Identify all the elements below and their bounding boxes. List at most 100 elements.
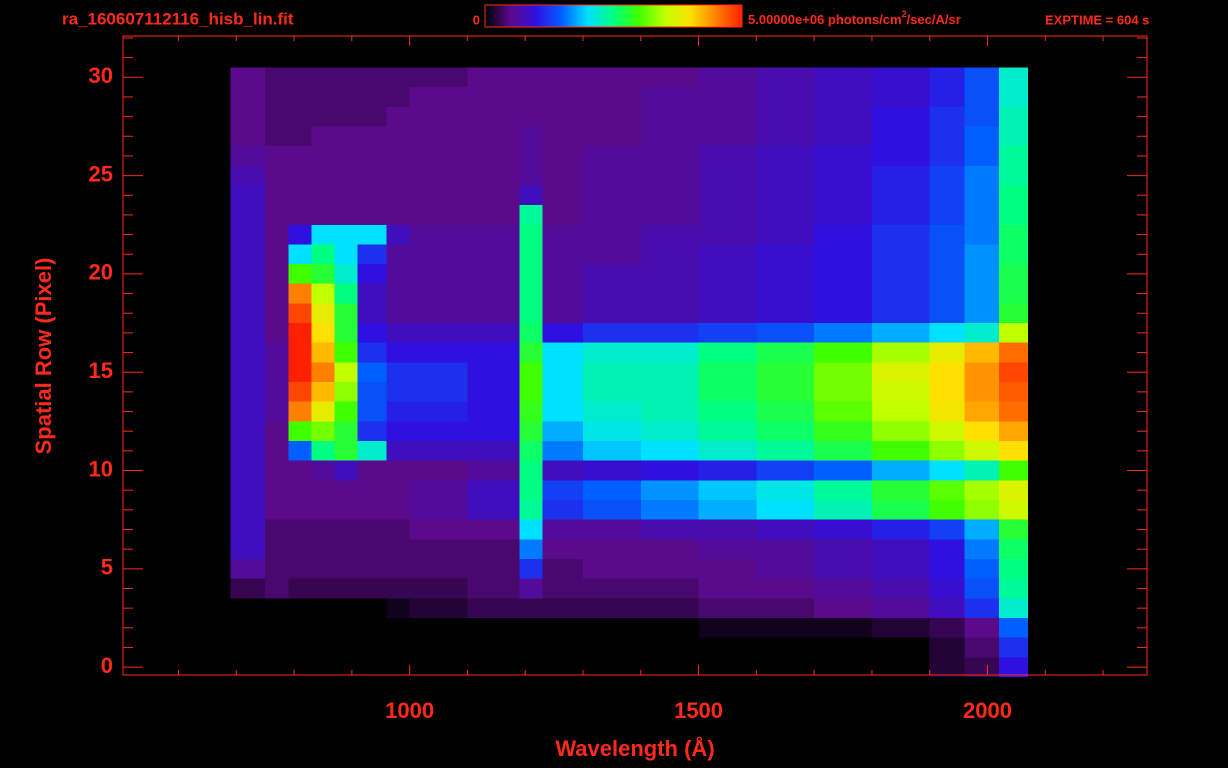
cell (929, 519, 965, 540)
cell (542, 165, 583, 186)
cell (698, 539, 757, 559)
plot-frame (122, 35, 1148, 676)
colorbar (484, 4, 743, 28)
cell (386, 421, 410, 442)
cell (640, 146, 699, 166)
cell (467, 303, 520, 324)
cell (542, 578, 583, 599)
cell (582, 67, 641, 88)
cell (756, 362, 815, 383)
cell (929, 421, 965, 442)
cell (386, 401, 410, 422)
cell (698, 382, 757, 402)
cell (230, 657, 266, 677)
cell (230, 441, 266, 461)
cell (964, 539, 1000, 559)
cell (964, 244, 1000, 265)
cell (640, 67, 699, 88)
cell (964, 185, 1000, 206)
cell (871, 617, 930, 638)
cell (265, 441, 289, 461)
cell (265, 67, 289, 88)
cell (357, 126, 387, 147)
cell (386, 264, 410, 284)
cell (519, 185, 543, 206)
cell (582, 264, 641, 284)
cell (542, 283, 583, 304)
cell (265, 264, 289, 284)
cell (542, 598, 583, 618)
cell (230, 558, 266, 579)
cell (871, 165, 930, 186)
cell (698, 441, 757, 461)
cell (814, 323, 872, 343)
cell (756, 657, 815, 677)
cell (519, 224, 543, 245)
cell (871, 205, 930, 225)
cell (386, 598, 410, 618)
cell (467, 382, 520, 402)
cell (582, 303, 641, 324)
cell (871, 382, 930, 402)
cell (230, 460, 266, 481)
cell (311, 205, 335, 225)
cell (698, 303, 757, 324)
cell (871, 598, 930, 618)
cell (542, 441, 583, 461)
cell (311, 421, 335, 442)
cell (288, 323, 312, 343)
cell (929, 165, 965, 186)
cell (467, 460, 520, 481)
cell (640, 126, 699, 147)
cell (640, 598, 699, 618)
cell (929, 441, 965, 461)
cell (311, 283, 335, 304)
cell (230, 205, 266, 225)
y-tick-label: 25 (89, 161, 113, 186)
cell (311, 323, 335, 343)
cell (519, 421, 543, 442)
cell (288, 362, 312, 383)
cell (409, 165, 468, 186)
cell (756, 342, 815, 363)
cell (467, 323, 520, 343)
cell (467, 598, 520, 618)
cell (311, 382, 335, 402)
cell (311, 519, 335, 540)
cell (871, 401, 930, 422)
cell (582, 146, 641, 166)
unit: /sec/A/sr (907, 12, 961, 27)
cell (698, 205, 757, 225)
cell (288, 67, 312, 88)
cell (334, 342, 358, 363)
cell (698, 264, 757, 284)
cell (311, 165, 335, 186)
exptime: EXPTIME = 604 s (1045, 12, 1149, 27)
cell (311, 362, 335, 383)
cell (386, 539, 410, 559)
cell (999, 165, 1028, 186)
cell (999, 106, 1028, 127)
cell (265, 106, 289, 127)
cell (357, 165, 387, 186)
cell (929, 539, 965, 559)
cell (230, 519, 266, 540)
cell (542, 185, 583, 206)
cell (357, 67, 387, 88)
cell (334, 165, 358, 186)
cell (698, 401, 757, 422)
cell (265, 519, 289, 540)
cell (230, 578, 266, 599)
cell (288, 441, 312, 461)
cell (698, 480, 757, 501)
cell (230, 244, 266, 265)
cell (519, 657, 543, 677)
cell (409, 224, 468, 245)
y-tick-label: 30 (89, 63, 113, 88)
cell (542, 342, 583, 363)
cell (288, 421, 312, 442)
cell (640, 401, 699, 422)
cell (230, 421, 266, 442)
cell (814, 185, 872, 206)
cell (311, 244, 335, 265)
